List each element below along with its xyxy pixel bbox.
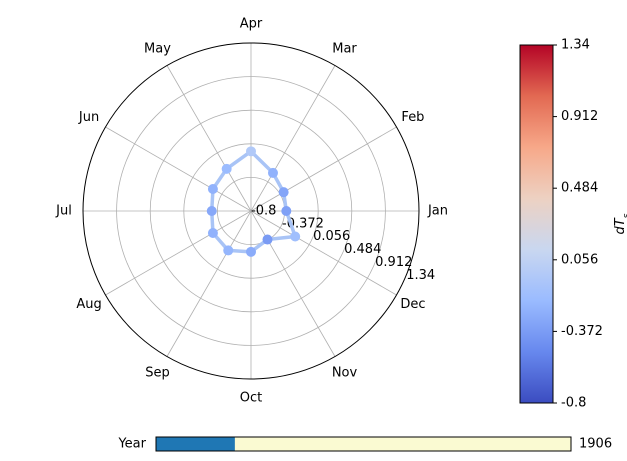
polar-grid <box>82 42 420 380</box>
data-point <box>267 167 278 178</box>
data-point <box>290 231 301 242</box>
month-label: Sep <box>145 365 170 380</box>
data-point <box>207 227 218 238</box>
slider-track <box>156 437 571 451</box>
angular-gridline <box>250 210 397 296</box>
series-layer <box>206 146 301 257</box>
data-point <box>223 245 234 256</box>
colorbar-tick-label: -0.8 <box>561 396 586 411</box>
angular-gridline <box>250 126 397 212</box>
data-point <box>246 146 256 157</box>
angular-gridline <box>105 210 252 296</box>
colorbar-label-subscript: s <box>622 213 627 218</box>
month-label: Aug <box>76 297 101 312</box>
data-point <box>206 206 217 216</box>
data-point <box>207 184 218 195</box>
month-tick-labels: Jan Feb Mar Apr May Jun Jul Aug Sep Oct Nov Dec <box>55 17 448 406</box>
angular-gridline <box>166 65 252 212</box>
month-label: Jul <box>55 204 72 219</box>
angular-gridline <box>250 65 336 212</box>
month-label: Jun <box>78 110 99 125</box>
slider-value: 1906 <box>579 437 612 452</box>
r-tick-label: 1.34 <box>406 268 435 283</box>
month-label: May <box>144 42 171 57</box>
colorbar-tick-label: -0.372 <box>561 324 603 339</box>
colorbar-scale <box>519 44 554 404</box>
month-label: Apr <box>240 17 263 32</box>
r-tick-label: 0.056 <box>313 229 350 244</box>
colorbar-tick-label: 1.34 <box>561 38 590 53</box>
data-point <box>246 246 256 257</box>
data-point <box>278 187 289 198</box>
month-label: Dec <box>400 297 425 312</box>
data-point <box>281 206 292 216</box>
colorbar: -0.8 -0.372 0.056 0.484 0.912 1.34 dTs <box>519 38 627 411</box>
month-label: Oct <box>240 391 262 406</box>
colorbar-tick-label: 0.912 <box>561 109 598 124</box>
colorbar-label-main: dT <box>613 217 627 234</box>
colorbar-tick-label: 0.484 <box>561 181 598 196</box>
data-point <box>221 163 232 174</box>
month-label: Mar <box>332 42 357 57</box>
year-slider[interactable]: Year 1906 <box>117 436 612 452</box>
month-label: Jan <box>427 204 448 219</box>
colorbar-label: dTs <box>613 213 627 234</box>
r-tick-label: 0.912 <box>375 255 412 270</box>
data-point <box>262 234 273 245</box>
angular-gridline <box>105 126 252 212</box>
month-label: Feb <box>401 110 424 125</box>
month-label: Nov <box>332 365 358 380</box>
slider-frame <box>155 436 572 452</box>
r-tick-label: 0.484 <box>344 242 381 257</box>
slider-label: Year <box>117 437 146 452</box>
slider-fill <box>156 437 235 451</box>
polar-frame <box>82 42 420 380</box>
angular-gridline <box>166 210 252 357</box>
r-tick-label: -0.8 <box>251 204 276 219</box>
colorbar-tick-label: 0.056 <box>561 252 598 267</box>
